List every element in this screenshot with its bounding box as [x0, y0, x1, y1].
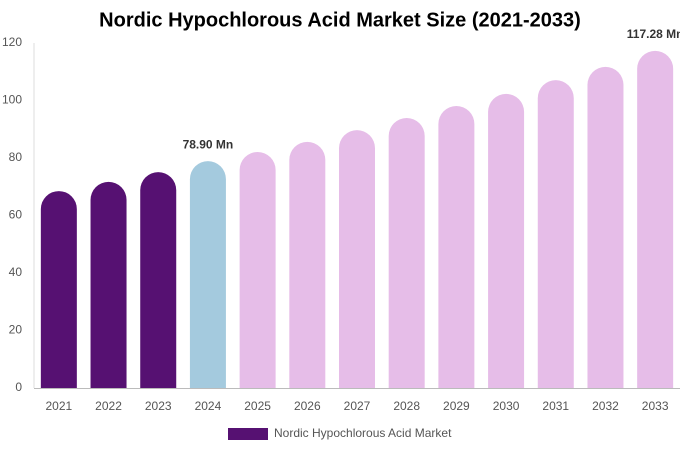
- bar: [587, 66, 624, 389]
- y-tick-label: 120: [2, 35, 22, 49]
- y-tick-label: 0: [15, 380, 22, 394]
- bar: [388, 118, 425, 388]
- bar: [189, 161, 226, 388]
- y-tick-label: 20: [9, 323, 23, 337]
- legend-label: Nordic Hypochlorous Acid Market: [274, 426, 452, 440]
- bar: [289, 141, 326, 388]
- x-tick-label: 2032: [592, 399, 619, 413]
- bar: [537, 80, 574, 389]
- x-tick-label: 2029: [443, 399, 470, 413]
- y-tick-label: 40: [9, 265, 23, 279]
- y-tick-label: 80: [9, 150, 23, 164]
- x-tick-label: 2033: [642, 399, 669, 413]
- bar: [339, 130, 375, 389]
- x-tick-label: 2026: [294, 399, 321, 413]
- bar: [40, 191, 77, 388]
- bar: [239, 151, 276, 388]
- bar: [488, 93, 525, 388]
- x-tick-label: 2025: [244, 399, 271, 413]
- bar: [90, 181, 127, 388]
- y-tick-label: 60: [9, 208, 23, 222]
- x-tick-label: 2030: [493, 399, 520, 413]
- x-tick-label: 2027: [344, 399, 371, 413]
- x-tick-label: 2021: [45, 399, 72, 413]
- bar: [140, 172, 177, 388]
- x-tick-label: 2028: [393, 399, 420, 413]
- x-tick-label: 2023: [145, 399, 172, 413]
- y-tick-label: 100: [2, 93, 22, 107]
- value-label: 117.28 Mn: [627, 27, 680, 41]
- x-tick-label: 2022: [95, 399, 122, 413]
- chart-title: Nordic Hypochlorous Acid Market Size (20…: [99, 9, 581, 31]
- bar: [637, 50, 674, 388]
- bar: [438, 105, 475, 389]
- x-tick-label: 2031: [542, 399, 569, 413]
- legend-swatch: [228, 428, 268, 440]
- x-tick-label: 2024: [195, 399, 222, 413]
- value-label: 78.90 Mn: [183, 137, 234, 151]
